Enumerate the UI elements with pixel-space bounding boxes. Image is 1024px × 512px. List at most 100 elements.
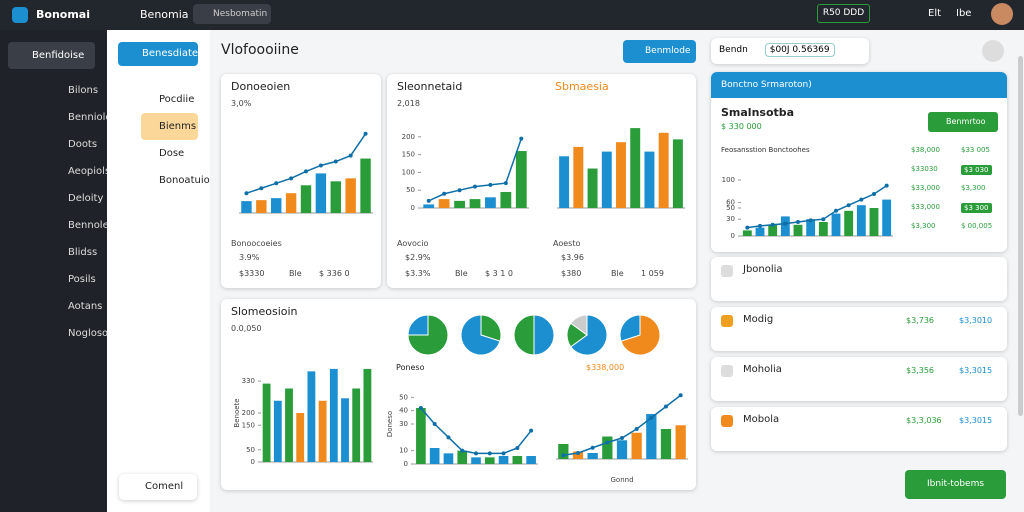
sidebar-item[interactable]: Benniolo [68,112,112,123]
user-icon[interactable] [982,40,1004,62]
bar [660,429,672,459]
sidebar-item[interactable]: Aotans [68,301,103,312]
bar [616,440,628,459]
point [348,153,353,158]
legend-item: 3.9% [239,253,260,262]
bar [318,400,327,462]
chart-card: Slomeosioin 0.0,050 Benoete 0 50 150 200 330 Pon… [221,299,696,490]
sidebar-title[interactable]: Benfidoise [8,42,95,69]
item-value: $3,736 [906,316,934,325]
sidebar-item[interactable]: Posils [68,274,96,285]
y-tick-label: 60 [726,198,735,206]
pie-slice [460,314,501,356]
sidebar-item[interactable]: Aeopiols [68,166,111,177]
bar [498,456,509,464]
top-link[interactable]: Elt [928,8,942,19]
y-tick-label: 330 [242,377,255,385]
bar [742,230,752,236]
subnav-item[interactable]: Dose [159,148,185,159]
cta-button[interactable]: Ibnit-tobems [905,470,1006,499]
search-value: $00J 0.56369 [764,43,835,57]
bar [443,453,454,464]
point [446,435,451,440]
panel-cell: $33 005 [961,146,990,154]
point [418,406,423,410]
subnav-button[interactable]: Benesdiate [118,42,198,66]
point [846,203,851,208]
bar [630,128,641,208]
point [488,182,493,187]
sidebar-item[interactable]: Doots [68,139,98,150]
subnav-item[interactable]: Bienms [141,113,198,140]
list-item[interactable]: Modig $3,736 $3,3010 [711,307,1007,351]
app-name[interactable]: Benomia [140,8,189,21]
y-tick-label: 0 [731,232,735,240]
y-tick-label: 50 [399,393,408,401]
point [664,404,668,409]
tab[interactable]: Nesbomatin [193,4,271,24]
point [529,428,534,433]
y-tick-label: 50 [726,204,735,212]
panel-cell: $3,300 [961,184,986,192]
bar [646,414,657,459]
sidebar-item[interactable]: Blidss [68,247,98,258]
bar [341,398,349,462]
scrollbar [1018,56,1023,416]
panel-button[interactable]: Benmrtoo [928,112,998,132]
bar [882,199,892,236]
item-title: Modig [743,314,774,325]
point [758,223,762,228]
bar [831,213,841,236]
y-tick-label: 150 [242,421,255,429]
point [605,440,610,445]
point [884,183,889,188]
bar [806,219,816,236]
bar [471,457,481,464]
line [420,407,532,455]
sidebar-item[interactable]: Bilons [68,85,99,96]
legend-item: Ble [289,269,302,278]
panel-cell: $3 300 [961,203,992,213]
chart: Sbmaesia Aoesto $3.96 $380 Ble 1 059 [553,80,685,278]
panel-cell: $33030 [911,165,938,173]
bar [587,453,598,459]
bar [423,204,435,208]
main-button[interactable]: Benmlode [623,40,696,63]
point [333,159,338,164]
avatar[interactable] [991,3,1013,25]
point [649,415,654,420]
panel-cell: $33,000 [911,184,940,192]
point [796,220,800,224]
subnav-footer[interactable]: Comenl [119,474,197,500]
point [561,453,566,458]
list-item[interactable]: Mobola $3,3,036 $3,3015 [711,407,1007,451]
bar [438,199,450,208]
bar [262,383,271,462]
sidebar-item[interactable]: Bennole [68,220,109,231]
sidebar-item[interactable]: Deloity [68,193,104,204]
list-item[interactable]: Jbonolia [711,257,1007,301]
subnav-item[interactable]: Bonoatuio [159,175,210,186]
sidebar-item[interactable]: Noglosotiee [68,328,128,339]
chart-title: $338,000 [586,363,624,372]
legend-title: Aoesto [553,239,580,248]
top-button[interactable]: R50 DDD [817,4,870,23]
bar [256,200,267,213]
item-title: Mobola [743,414,780,425]
bar [602,436,613,459]
point [460,448,465,453]
search[interactable]: Bendn $00J 0.56369 [711,38,869,64]
top-link[interactable]: Ibe [956,8,972,19]
point [304,169,308,174]
subnav-item[interactable]: Pocdiie [159,94,195,105]
item-icon [721,415,733,427]
legend-item: $ 3 1 0 [485,269,513,278]
point [515,446,520,450]
bar [869,208,879,236]
point [783,221,788,226]
list-item[interactable]: Moholia $3,356 $3,3015 [711,357,1007,401]
axis-label: Gonnd [610,476,633,484]
panel-title: Smalnsotba [721,106,795,119]
pie-slice [513,314,535,356]
